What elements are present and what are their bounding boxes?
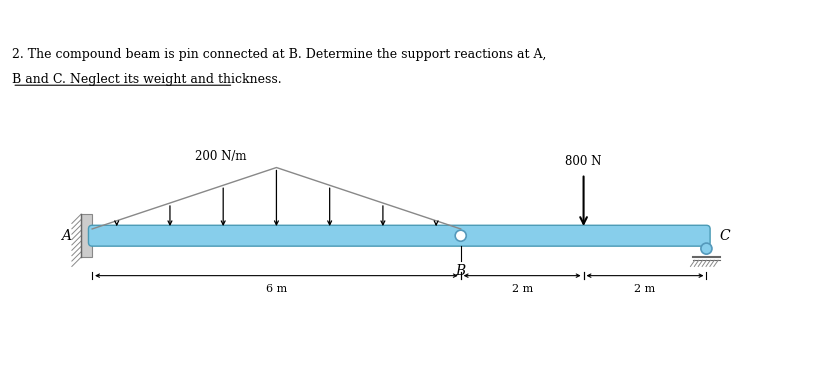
Text: 6 m: 6 m	[266, 284, 287, 294]
Text: B and C. Neglect its weight and thickness.: B and C. Neglect its weight and thicknes…	[12, 73, 282, 86]
Text: 2. The compound beam is pin connected at B. Determine the support reactions at A: 2. The compound beam is pin connected at…	[12, 48, 547, 61]
FancyBboxPatch shape	[88, 225, 710, 246]
Text: B: B	[456, 264, 466, 278]
Text: 2 m: 2 m	[511, 284, 533, 294]
Text: C: C	[720, 229, 730, 243]
Text: A: A	[60, 229, 71, 243]
Bar	[81, 214, 92, 257]
Circle shape	[455, 230, 467, 241]
Text: 800 N: 800 N	[565, 155, 602, 167]
Text: 2 m: 2 m	[634, 284, 655, 294]
Circle shape	[701, 243, 712, 254]
Text: 200 N/m: 200 N/m	[195, 150, 247, 163]
